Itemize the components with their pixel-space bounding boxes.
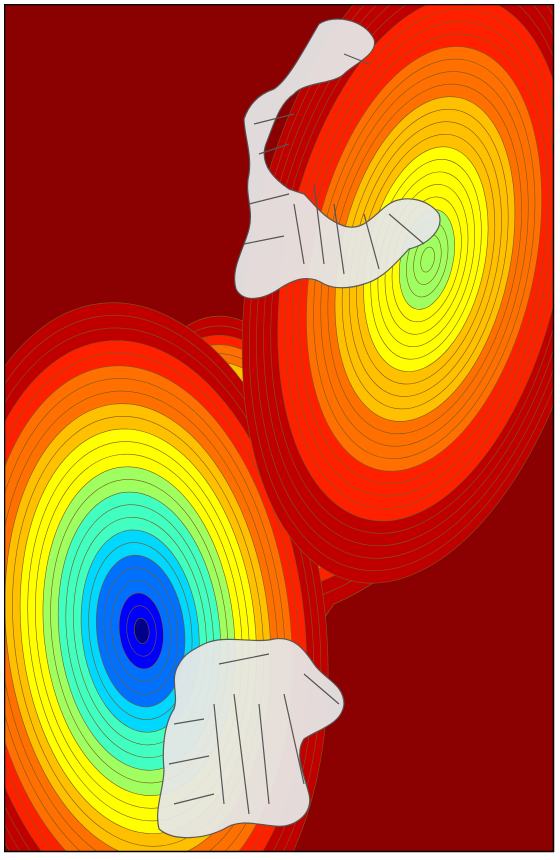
contour-plot [4,4,556,854]
energy-landscape-plot [4,4,554,852]
